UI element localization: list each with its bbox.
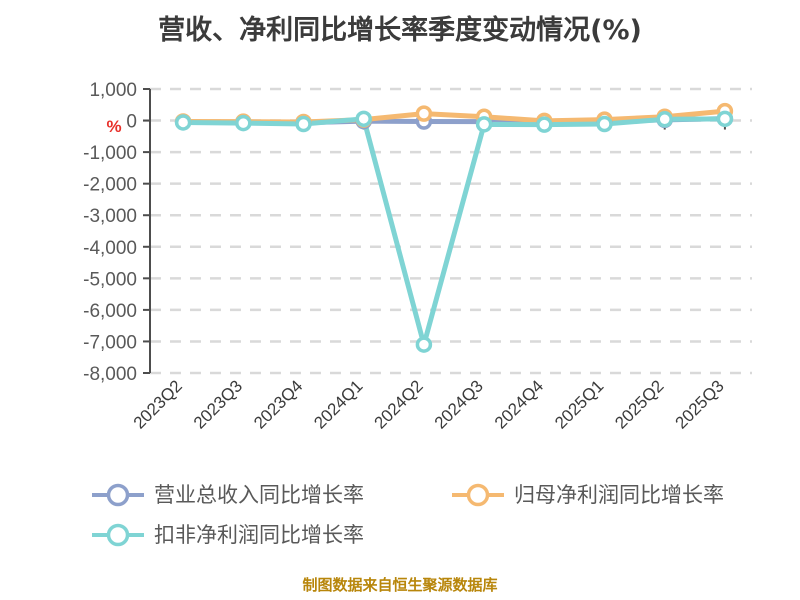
axes bbox=[143, 88, 726, 374]
legend-item[interactable]: 归母净利润同比增长率 bbox=[452, 483, 724, 507]
data-point-marker bbox=[716, 110, 734, 128]
data-point-markers bbox=[174, 102, 734, 353]
gridlines bbox=[150, 87, 752, 375]
y-tick-label: -5,000 bbox=[83, 269, 137, 290]
data-point-marker bbox=[235, 114, 252, 132]
data-point-marker bbox=[415, 105, 433, 122]
legend-item[interactable]: 扣非净利润同比增长率 bbox=[92, 523, 364, 547]
legend-marker-icon bbox=[106, 523, 130, 547]
x-tick-label: 2025Q1 bbox=[551, 376, 607, 432]
y-tick-label: -3,000 bbox=[83, 206, 137, 227]
y-tick-label: 1,000 bbox=[89, 80, 137, 101]
x-tick-label: 2024Q1 bbox=[310, 376, 366, 432]
legend-label: 扣非净利润同比增长率 bbox=[154, 523, 364, 547]
data-point-marker bbox=[355, 110, 372, 128]
y-tick-label: -2,000 bbox=[83, 175, 137, 196]
x-axis-tick-labels: 2023Q2 2023Q3 2023Q4 2024Q1 2024Q2 2024Q3 2024… bbox=[130, 376, 728, 432]
data-series bbox=[180, 108, 728, 348]
legend-marker-icon bbox=[466, 483, 490, 507]
data-point-marker bbox=[174, 114, 192, 131]
series-line bbox=[180, 116, 728, 348]
x-tick-label: 2025Q3 bbox=[672, 376, 728, 432]
y-axis-tick-labels: 1,000 0 -1,000 -2,000 -3,000 -4,000 -5,000 -6,0… bbox=[83, 80, 137, 385]
x-tick-label: 2024Q3 bbox=[431, 376, 487, 432]
y-tick-label: 0 bbox=[126, 112, 137, 133]
x-tick-label: 2025Q2 bbox=[611, 376, 667, 432]
data-point-marker bbox=[536, 116, 553, 133]
data-point-marker bbox=[656, 111, 673, 128]
y-tick-label: -6,000 bbox=[83, 301, 137, 322]
legend-item[interactable]: 营业总收入同比增长率 bbox=[92, 483, 364, 507]
data-point-marker bbox=[596, 115, 613, 133]
y-axis-unit-label: % bbox=[106, 117, 121, 136]
data-source-footer: 制图数据来自恒生聚源数据库 bbox=[302, 576, 498, 594]
x-tick-label: 2024Q4 bbox=[491, 376, 547, 432]
legend-label: 归母净利润同比增长率 bbox=[514, 483, 724, 507]
x-tick-label: 2023Q3 bbox=[190, 376, 246, 432]
y-tick-label: -7,000 bbox=[83, 332, 137, 353]
x-tick-label: 2023Q2 bbox=[130, 376, 186, 432]
y-tick-label: -4,000 bbox=[83, 238, 137, 259]
page-title: 营收、净利同比增长率季度变动情况(%) bbox=[158, 15, 642, 46]
data-point-marker bbox=[295, 115, 312, 133]
data-point-marker bbox=[475, 116, 493, 133]
x-tick-label: 2023Q4 bbox=[250, 376, 306, 432]
legend-marker-icon bbox=[106, 483, 130, 507]
y-tick-label: -8,000 bbox=[83, 364, 137, 385]
y-tick-label: -1,000 bbox=[83, 143, 137, 164]
x-tick-label: 2024Q2 bbox=[371, 376, 427, 432]
legend-label: 营业总收入同比增长率 bbox=[154, 483, 364, 507]
data-point-marker bbox=[415, 336, 433, 353]
